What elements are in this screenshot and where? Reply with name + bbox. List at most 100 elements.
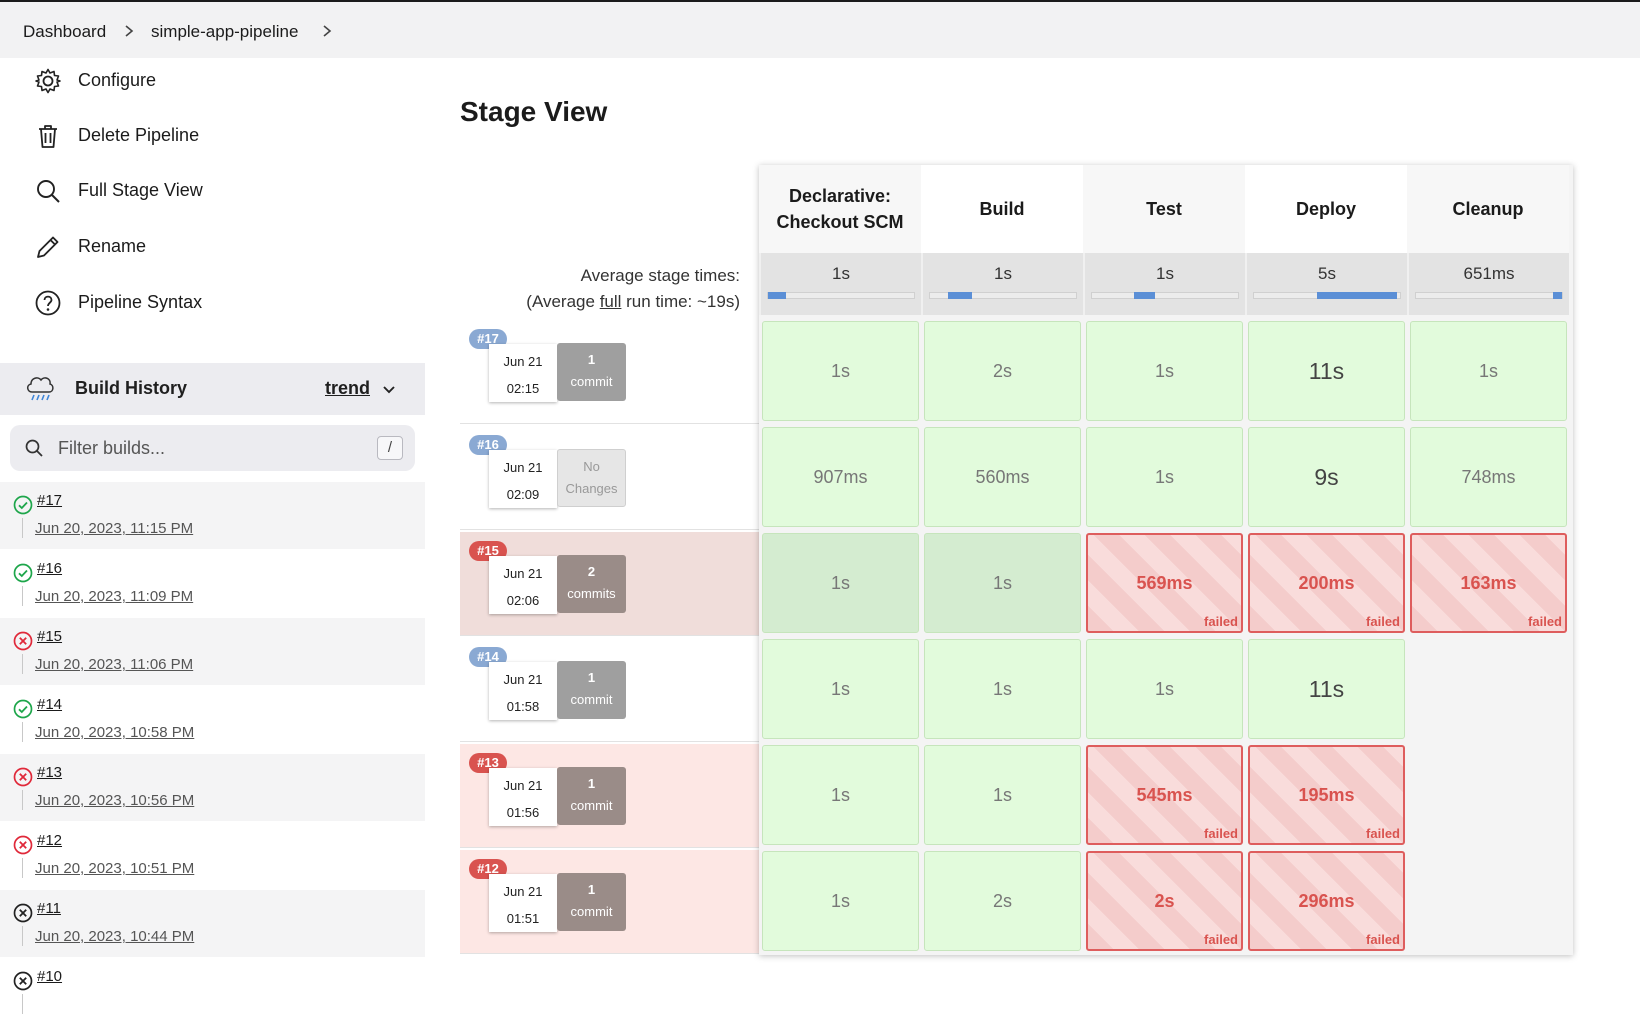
- build-row[interactable]: #13 Jun 20, 2023, 10:56 PM: [0, 754, 425, 821]
- aborted-status-icon: [13, 903, 33, 923]
- stage-cell[interactable]: 200ms failed: [1248, 533, 1405, 633]
- pencil-icon: [37, 236, 59, 258]
- stage-duration: 545ms: [1136, 784, 1193, 805]
- task-pipeline-syntax[interactable]: Pipeline Syntax: [34, 287, 394, 317]
- average-time-bar: [767, 292, 915, 299]
- stage-cell[interactable]: 1s: [762, 321, 919, 421]
- stage-cell[interactable]: 1s: [762, 851, 919, 951]
- stage-cell[interactable]: 569ms failed: [1086, 533, 1243, 633]
- build-date-link[interactable]: Jun 20, 2023, 11:15 PM: [35, 520, 194, 537]
- trend-link[interactable]: trend: [325, 378, 370, 398]
- stage-cell[interactable]: 2s failed: [1086, 851, 1243, 951]
- stage-cell[interactable]: 1s: [762, 533, 919, 633]
- stage-duration: 1s: [1154, 678, 1174, 699]
- stage-cell[interactable]: 11s: [1248, 321, 1405, 421]
- build-number-link[interactable]: #10: [37, 968, 63, 985]
- build-date-link[interactable]: Jun 20, 2023, 11:06 PM: [35, 656, 194, 673]
- stage-cell[interactable]: 1s: [924, 639, 1081, 739]
- run-changes[interactable]: 2 commits: [557, 555, 626, 613]
- stage-duration: 9s: [1314, 463, 1339, 490]
- stage-duration: 2s: [1154, 890, 1175, 911]
- stage-average-time: 1s: [921, 253, 1083, 315]
- average-stage-times-label: Average stage times:: [580, 266, 740, 285]
- build-row[interactable]: #17 Jun 20, 2023, 11:15 PM: [0, 482, 425, 549]
- stage-cell[interactable]: 2s: [924, 851, 1081, 951]
- failed-flag: failed: [1366, 932, 1400, 947]
- chevron-right-icon: [125, 25, 134, 37]
- build-number-link[interactable]: #15: [37, 628, 63, 645]
- build-number-link[interactable]: #13: [37, 764, 63, 781]
- stage-cell[interactable]: 1s: [924, 745, 1081, 845]
- failed-status-icon: [13, 631, 33, 651]
- filter-builds-input[interactable]: [56, 433, 356, 463]
- stage-name: Cleanup: [1452, 199, 1524, 219]
- timeline-line: [22, 994, 23, 1014]
- stage-cell[interactable]: 560ms: [924, 427, 1081, 527]
- average-time-bar-fill: [768, 292, 786, 299]
- stage-cell[interactable]: 11s: [1248, 639, 1405, 739]
- stage-cell[interactable]: 195ms failed: [1248, 745, 1405, 845]
- task-full-stage-view[interactable]: Full Stage View: [34, 175, 394, 205]
- build-date-link[interactable]: Jun 20, 2023, 10:56 PM: [35, 792, 195, 809]
- filter-builds: /: [10, 425, 415, 471]
- stage-cell[interactable]: 1s: [762, 639, 919, 739]
- stage-cell[interactable]: 163ms failed: [1410, 533, 1567, 633]
- task-rename[interactable]: Rename: [34, 231, 394, 261]
- task-configure[interactable]: Configure: [34, 65, 394, 95]
- average-time-value: 5s: [1318, 264, 1336, 283]
- stage-cell[interactable]: 296ms failed: [1248, 851, 1405, 951]
- run-date-time: 01:51: [506, 911, 540, 926]
- build-number-link[interactable]: #11: [37, 900, 61, 917]
- build-date-link[interactable]: Jun 20, 2023, 10:44 PM: [35, 928, 195, 945]
- run-changes[interactable]: 1 commit: [557, 873, 626, 931]
- full-run-time-link[interactable]: full: [599, 292, 622, 311]
- build-number-link[interactable]: #14: [37, 696, 63, 713]
- avg-suffix: run time: ~19s): [621, 292, 740, 311]
- stage-table: Declarative: Checkout SCM 1s Build 1s Test 1s…: [759, 165, 1573, 955]
- run-changes[interactable]: 1 commit: [557, 767, 626, 825]
- breadcrumb-pipeline[interactable]: simple-app-pipeline: [151, 22, 299, 41]
- stage-cell[interactable]: 1s: [1086, 639, 1243, 739]
- run-date: Jun 21 02:15: [489, 344, 557, 402]
- run-date-time: 02:09: [506, 487, 540, 502]
- build-row[interactable]: #11 Jun 20, 2023, 10:44 PM: [0, 890, 425, 957]
- average-time-value: 651ms: [1463, 264, 1515, 283]
- run-changes[interactable]: 1 commit: [557, 343, 626, 401]
- stage-duration: 1s: [992, 784, 1012, 805]
- average-time-bar: [929, 292, 1077, 299]
- build-row[interactable]: #15 Jun 20, 2023, 11:06 PM: [0, 618, 425, 685]
- task-label: Full Stage View: [78, 180, 203, 200]
- stage-cell[interactable]: 1s: [924, 533, 1081, 633]
- stage-cell[interactable]: 545ms failed: [1086, 745, 1243, 845]
- build-number-link[interactable]: #16: [37, 560, 63, 577]
- build-number-link[interactable]: #12: [37, 832, 63, 849]
- chevron-right-icon[interactable]: [320, 24, 334, 38]
- breadcrumb-dashboard[interactable]: Dashboard: [23, 22, 107, 41]
- run-changes[interactable]: 1 commit: [557, 661, 626, 719]
- stage-duration: 2s: [992, 360, 1012, 381]
- stage-cell[interactable]: 907ms: [762, 427, 919, 527]
- task-delete-pipeline[interactable]: Delete Pipeline: [34, 120, 394, 150]
- run-changes[interactable]: No Changes: [557, 449, 626, 507]
- build-number-link[interactable]: #17: [37, 492, 63, 509]
- stage-cell[interactable]: 9s: [1248, 427, 1405, 527]
- stage-cell[interactable]: 748ms: [1410, 427, 1567, 527]
- success-status-icon: [13, 699, 33, 719]
- build-date-link[interactable]: Jun 20, 2023, 10:58 PM: [35, 724, 195, 741]
- average-time-bar: [1091, 292, 1239, 299]
- build-date-link[interactable]: Jun 20, 2023, 11:09 PM: [35, 588, 194, 605]
- stage-cell[interactable]: 1s: [1086, 321, 1243, 421]
- average-time-bar-fill: [947, 292, 973, 299]
- build-row[interactable]: #12 Jun 20, 2023, 10:51 PM: [0, 822, 425, 889]
- chevron-down-icon[interactable]: [382, 384, 396, 396]
- stage-cell[interactable]: 1s: [1410, 321, 1567, 421]
- stage-cell[interactable]: 2s: [924, 321, 1081, 421]
- run-number-badge[interactable]: #13: [469, 753, 507, 773]
- failed-flag: failed: [1528, 614, 1562, 629]
- build-row[interactable]: #14 Jun 20, 2023, 10:58 PM: [0, 686, 425, 753]
- build-row[interactable]: #10: [0, 958, 425, 1025]
- stage-cell[interactable]: 1s: [1086, 427, 1243, 527]
- build-date-link[interactable]: Jun 20, 2023, 10:51 PM: [35, 860, 195, 877]
- build-row[interactable]: #16 Jun 20, 2023, 11:09 PM: [0, 550, 425, 617]
- stage-cell[interactable]: 1s: [762, 745, 919, 845]
